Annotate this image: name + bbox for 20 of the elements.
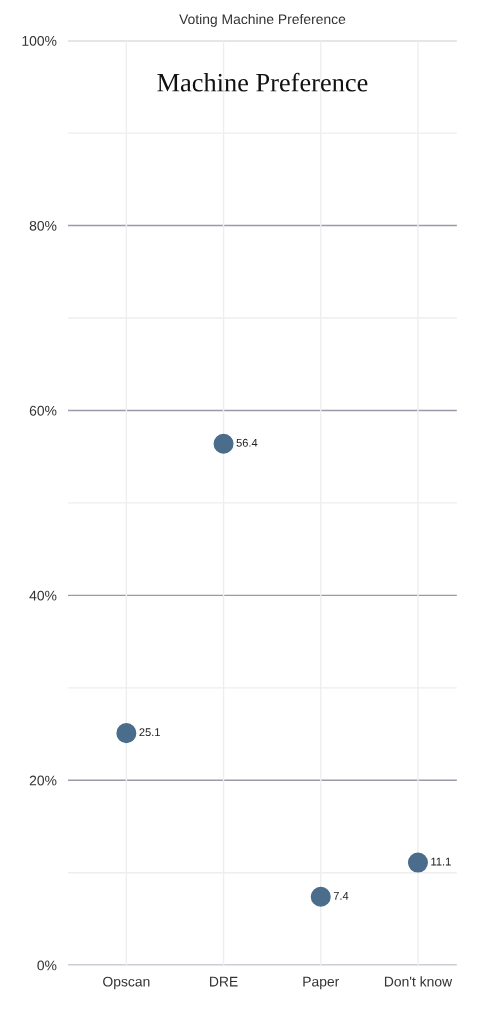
point [213, 433, 234, 454]
data-label: 56.4 [236, 438, 258, 447]
y-tick-label: 0% [37, 960, 57, 971]
data-label: 11.1 [431, 857, 451, 866]
data-label: 25.1 [139, 728, 160, 737]
data-label: 7.4 [333, 892, 349, 900]
y-tick-label: 60% [29, 405, 57, 416]
x-tick-label: DRE [210, 976, 238, 987]
x-tick-label: Don't know [384, 976, 453, 987]
point [407, 852, 428, 873]
chart-title: Voting Machine Preference [179, 13, 346, 27]
y-tick-label: 40% [29, 590, 57, 601]
x-tick-label: Paper [303, 976, 340, 990]
y-tick-label: 80% [29, 220, 57, 231]
text: Machine Preference [157, 72, 368, 92]
x-tick-label: Opscan [103, 976, 150, 990]
y-tick-label: 20% [29, 775, 57, 786]
point [310, 886, 331, 907]
y-tick-label: 100% [22, 35, 57, 46]
point [116, 723, 137, 744]
